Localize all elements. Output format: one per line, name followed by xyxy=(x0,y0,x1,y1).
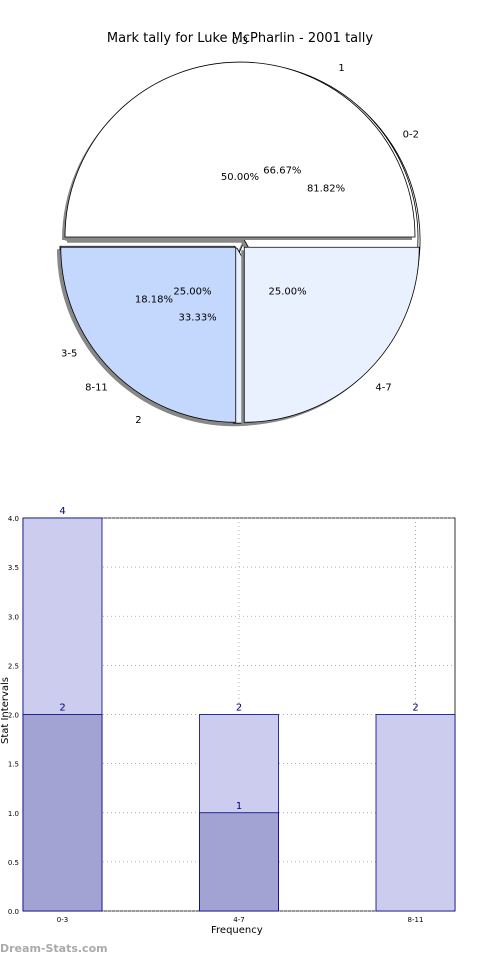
pie-slice-label-2-1: 3-5 xyxy=(61,349,77,360)
bar-y-tick-label: 3.0 xyxy=(8,613,19,621)
pie-slice-0-1 xyxy=(243,246,420,423)
pie-slice-label-1-1: 2 xyxy=(135,415,141,426)
bar-chart: 0.0 0.5 1.0 1.5 2.0 2.5 3.0 3.5 4.0 0-3 4-7 8-11 4 2 2… xyxy=(8,506,456,924)
pie-slice-percent-1-1: 33.33% xyxy=(179,312,217,323)
pie-chart-title: Mark tally for Luke McPharlin - 2001 tal… xyxy=(106,31,374,46)
pie-slice-0-0 xyxy=(64,61,416,238)
bar-x-tick-label: 4-7 xyxy=(233,916,244,924)
pie-slice-label-0-0: 0-3 xyxy=(232,36,248,47)
pie-slice-percent-0-0: 50.00% xyxy=(221,172,259,183)
bar-y-tick-label: 0.0 xyxy=(8,908,19,916)
bar-y-tick-label: 1.5 xyxy=(8,761,19,769)
bar-x-tick-label: 0-3 xyxy=(57,916,68,924)
bar-0-2 xyxy=(375,714,456,912)
pie-slice-percent-2-0: 81.82% xyxy=(307,184,345,195)
pie-slice-label-0-2: 8-11 xyxy=(85,383,108,394)
bar-1-0 xyxy=(22,714,103,912)
bar-value-label-0: 4 xyxy=(59,506,65,517)
pie-slice-label-2-0: 0-2 xyxy=(403,129,419,140)
bar-y-tick-label: 3.5 xyxy=(8,564,19,572)
bar-y-tick-label: 2.0 xyxy=(8,712,19,720)
bar-y-tick-label: 0.5 xyxy=(8,859,19,867)
pie-slice-label-1-0: 1 xyxy=(338,63,344,74)
bar-y-tick-label: 1.0 xyxy=(8,810,19,818)
bar-value-label-3: 1 xyxy=(236,801,242,812)
bar-y-tick-label: 4.0 xyxy=(8,515,19,523)
pie-slice-label-0-1: 4-7 xyxy=(375,383,391,394)
pie-slice-percent-1-0: 66.67% xyxy=(263,166,301,177)
bar-1-1 xyxy=(199,812,279,912)
bar-x-axis-label: Frequency xyxy=(211,925,263,936)
bar-y-axis-label: Stat Intervals xyxy=(0,676,12,745)
pie-slice-percent-0-2: 25.00% xyxy=(173,287,211,298)
bar-value-label-2: 2 xyxy=(236,703,242,714)
pie-chart: 0-2 81.82% 3-5 18.18% 1 66.67% 2 33.33% 0-3 50.00… xyxy=(56,36,421,427)
bar-y-tick-label: 2.5 xyxy=(8,662,19,670)
bar-x-tick-label: 8-11 xyxy=(408,916,424,924)
pie-slice-0-2 xyxy=(60,246,237,423)
pie-slice-percent-2-1: 18.18% xyxy=(135,294,173,305)
watermark: Dream-Stats.com xyxy=(0,942,108,955)
bar-value-label-4: 2 xyxy=(412,703,418,714)
pie-slice-percent-0-1: 25.00% xyxy=(268,287,306,298)
bar-value-label-1: 2 xyxy=(59,703,65,714)
